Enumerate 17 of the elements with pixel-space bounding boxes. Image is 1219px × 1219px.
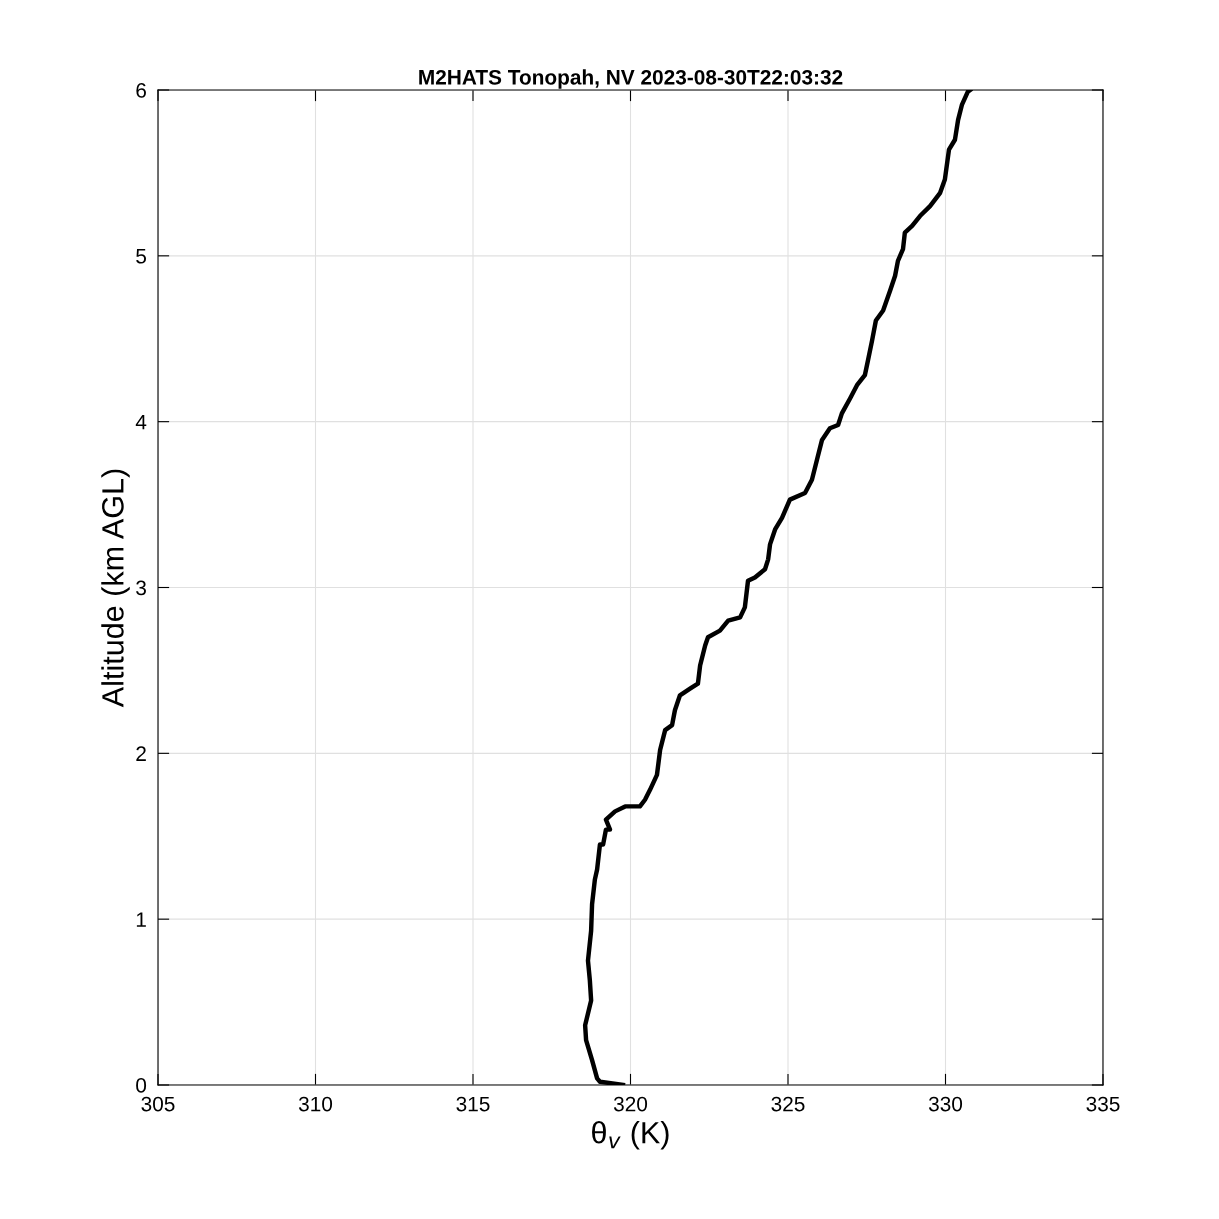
x-tick-label: 305: [141, 1096, 175, 1112]
x-tick-label: 320: [613, 1096, 648, 1112]
y-tick-label: 3: [136, 580, 146, 596]
y-tick-label: 5: [136, 249, 147, 264]
y-tick-label: 6: [136, 83, 146, 98]
y-tick-label: 2: [136, 746, 146, 761]
x-axis-title: θ$_{v}$ (K): [592, 1121, 669, 1150]
x-tick-label: 335: [1086, 1096, 1120, 1112]
y-tick-label: 0: [136, 1078, 147, 1093]
x-tick-label: 330: [928, 1096, 963, 1112]
y-axis-title: Altitude (km AGL): [101, 469, 130, 708]
x-tick-label: 315: [456, 1096, 490, 1112]
x-tick-label: 310: [298, 1096, 333, 1112]
chart-title: M2HATS Tonopah, NV 2023-08-30T22:03:32: [419, 69, 843, 89]
x-tick-label: 325: [771, 1096, 805, 1112]
y-tick-label: 4: [135, 414, 147, 430]
y-tick-label: 1: [136, 912, 146, 927]
